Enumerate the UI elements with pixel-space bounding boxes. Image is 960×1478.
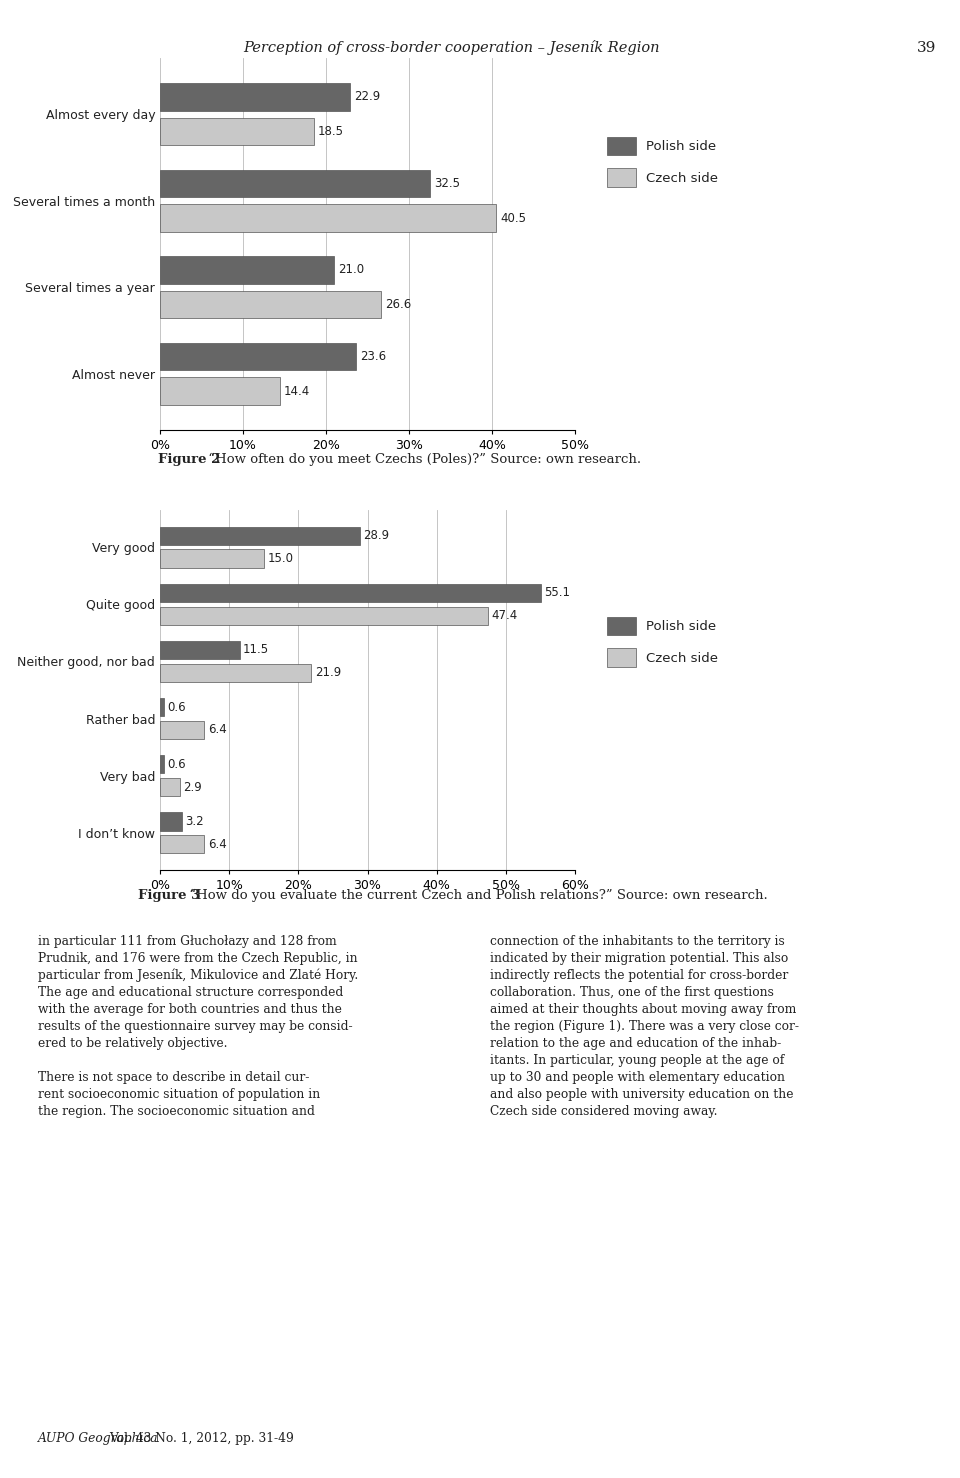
Text: 21.9: 21.9 bbox=[315, 667, 341, 680]
Bar bbox=[160, 343, 356, 371]
Text: in particular 111 from Głuchołazy and 128 from: in particular 111 from Głuchołazy and 12… bbox=[38, 934, 337, 947]
Bar bbox=[160, 813, 182, 831]
Text: and also people with university education on the: and also people with university educatio… bbox=[490, 1088, 793, 1101]
Bar bbox=[160, 721, 204, 739]
Text: itants. In particular, young people at the age of: itants. In particular, young people at t… bbox=[490, 1054, 784, 1067]
Text: 40.5: 40.5 bbox=[500, 211, 526, 225]
Text: particular from Jeseník, Mikulovice and Zlaté Hory.: particular from Jeseník, Mikulovice and … bbox=[38, 968, 359, 981]
Bar bbox=[160, 584, 541, 602]
Text: Czech side considered moving away.: Czech side considered moving away. bbox=[490, 1104, 717, 1117]
Bar bbox=[160, 170, 430, 197]
Text: 14.4: 14.4 bbox=[283, 384, 310, 398]
Text: Prudnik, and 176 were from the Czech Republic, in: Prudnik, and 176 were from the Czech Rep… bbox=[38, 952, 358, 965]
Text: 26.6: 26.6 bbox=[385, 299, 411, 310]
Text: 32.5: 32.5 bbox=[434, 177, 460, 191]
Bar bbox=[160, 698, 164, 717]
Bar bbox=[160, 118, 314, 145]
Text: 6.4: 6.4 bbox=[207, 724, 227, 736]
Bar bbox=[160, 641, 240, 659]
Text: ered to be relatively objective.: ered to be relatively objective. bbox=[38, 1036, 228, 1049]
Text: 21.0: 21.0 bbox=[339, 263, 365, 276]
Text: the region. The socioeconomic situation and: the region. The socioeconomic situation … bbox=[38, 1104, 315, 1117]
Text: 18.5: 18.5 bbox=[318, 126, 344, 137]
Text: AUPO Geographica: AUPO Geographica bbox=[38, 1432, 159, 1445]
Text: There is not space to describe in detail cur-: There is not space to describe in detail… bbox=[38, 1070, 310, 1083]
Bar bbox=[160, 664, 311, 681]
Bar bbox=[160, 777, 180, 797]
Text: indicated by their migration potential. This also: indicated by their migration potential. … bbox=[490, 952, 788, 965]
Text: 39: 39 bbox=[917, 40, 936, 55]
Text: Figure 3: Figure 3 bbox=[138, 888, 201, 902]
Text: 22.9: 22.9 bbox=[354, 90, 380, 103]
Bar bbox=[160, 755, 164, 773]
Text: “How do you evaluate the current Czech and Polish relations?” Source: own resear: “How do you evaluate the current Czech a… bbox=[185, 888, 768, 902]
Bar bbox=[160, 526, 360, 545]
Text: 15.0: 15.0 bbox=[267, 553, 293, 565]
Text: Perception of cross-border cooperation – Jeseník Region: Perception of cross-border cooperation –… bbox=[243, 40, 660, 55]
Text: collaboration. Thus, one of the first questions: collaboration. Thus, one of the first qu… bbox=[490, 986, 774, 999]
Legend: Polish side, Czech side: Polish side, Czech side bbox=[607, 136, 718, 188]
Text: 28.9: 28.9 bbox=[363, 529, 390, 542]
Text: with the average for both countries and thus the: with the average for both countries and … bbox=[38, 1002, 343, 1015]
Bar bbox=[160, 835, 204, 853]
Text: the region (Figure 1). There was a very close cor-: the region (Figure 1). There was a very … bbox=[490, 1020, 799, 1033]
Text: 55.1: 55.1 bbox=[544, 587, 570, 600]
Text: 3.2: 3.2 bbox=[185, 814, 204, 828]
Bar bbox=[160, 606, 488, 625]
Bar bbox=[160, 256, 334, 284]
Text: relation to the age and education of the inhab-: relation to the age and education of the… bbox=[490, 1036, 780, 1049]
Text: results of the questionnaire survey may be consid-: results of the questionnaire survey may … bbox=[38, 1020, 353, 1033]
Bar bbox=[160, 377, 279, 405]
Text: indirectly reflects the potential for cross-border: indirectly reflects the potential for cr… bbox=[490, 968, 788, 981]
Text: Vol. 43 No. 1, 2012, pp. 31-49: Vol. 43 No. 1, 2012, pp. 31-49 bbox=[109, 1432, 295, 1445]
Text: 0.6: 0.6 bbox=[168, 758, 186, 772]
Bar bbox=[160, 83, 350, 111]
Bar bbox=[160, 204, 496, 232]
Text: 47.4: 47.4 bbox=[492, 609, 517, 622]
Legend: Polish side, Czech side: Polish side, Czech side bbox=[607, 616, 718, 667]
Text: “How often do you meet Czechs (Poles)?” Source: own research.: “How often do you meet Czechs (Poles)?” … bbox=[204, 452, 641, 466]
Text: The age and educational structure corresponded: The age and educational structure corres… bbox=[38, 986, 344, 999]
Text: connection of the inhabitants to the territory is: connection of the inhabitants to the ter… bbox=[490, 934, 784, 947]
Text: 23.6: 23.6 bbox=[360, 350, 386, 364]
Text: 2.9: 2.9 bbox=[183, 780, 203, 794]
Text: up to 30 and people with elementary education: up to 30 and people with elementary educ… bbox=[490, 1070, 784, 1083]
Text: Figure 2: Figure 2 bbox=[157, 452, 220, 466]
Text: rent socioeconomic situation of population in: rent socioeconomic situation of populati… bbox=[38, 1088, 321, 1101]
Text: 6.4: 6.4 bbox=[207, 838, 227, 851]
Text: 11.5: 11.5 bbox=[243, 643, 269, 656]
Bar bbox=[160, 550, 264, 568]
Text: 0.6: 0.6 bbox=[168, 701, 186, 714]
Text: aimed at their thoughts about moving away from: aimed at their thoughts about moving awa… bbox=[490, 1002, 796, 1015]
Bar bbox=[160, 291, 381, 318]
